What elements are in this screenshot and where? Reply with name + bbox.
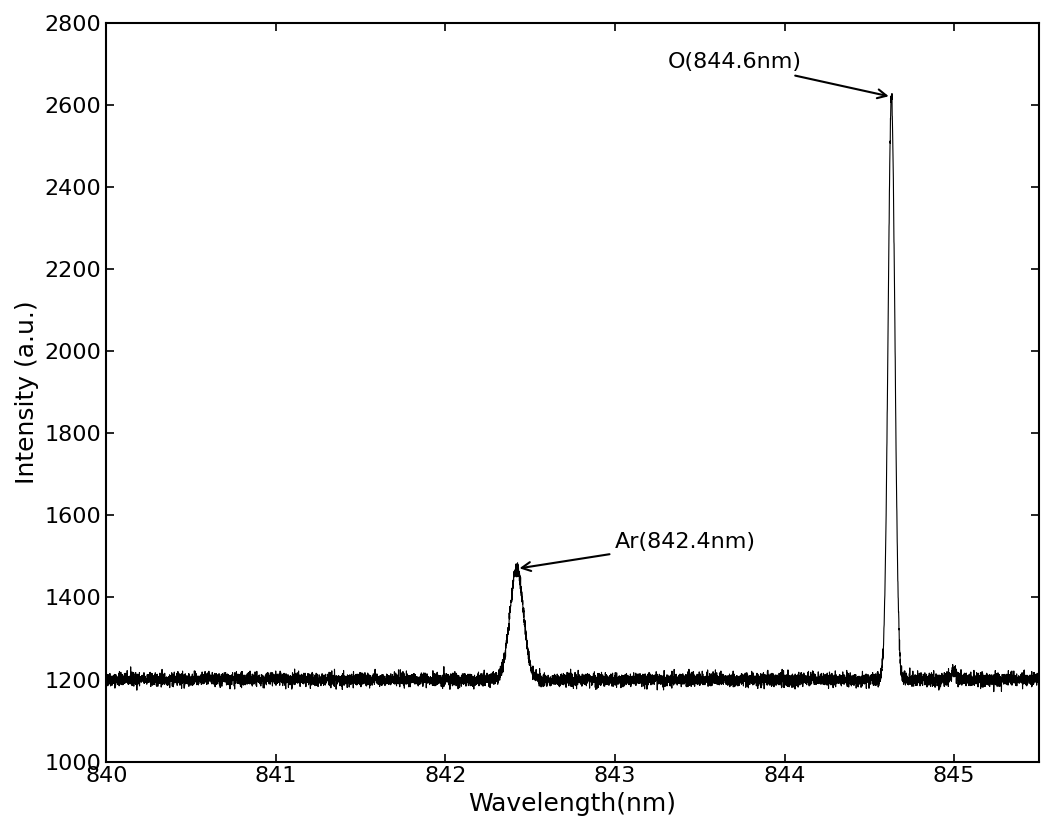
Text: O(844.6nm): O(844.6nm) [667,52,886,98]
Y-axis label: Intensity (a.u.): Intensity (a.u.) [15,301,39,484]
Text: Ar(842.4nm): Ar(842.4nm) [522,533,756,571]
X-axis label: Wavelength(nm): Wavelength(nm) [469,792,677,816]
